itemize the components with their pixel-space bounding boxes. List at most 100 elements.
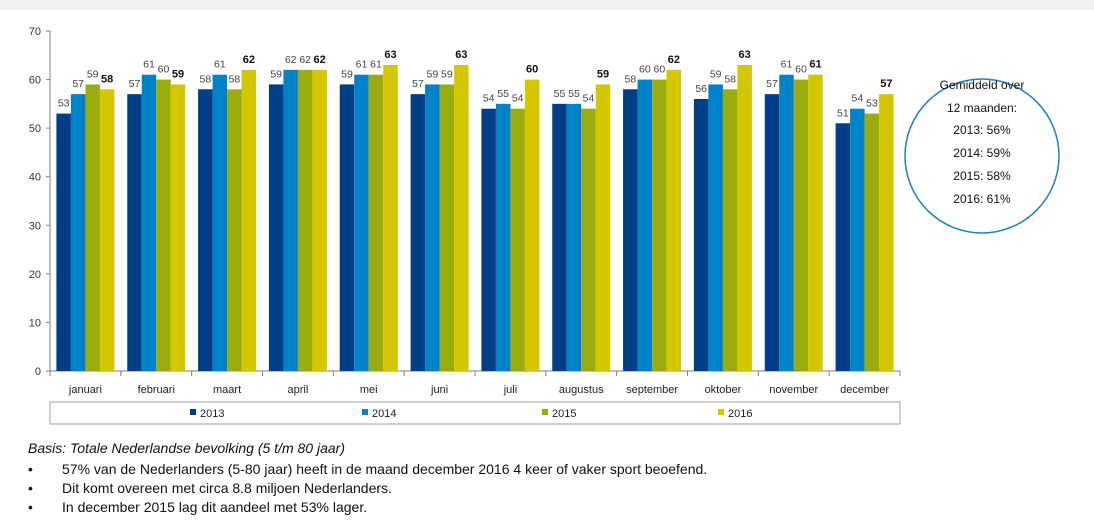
data-label: 55 [568,88,580,100]
data-label: 62 [285,54,297,66]
bar [835,123,851,372]
bar [708,84,723,371]
data-label: 59 [87,68,99,80]
y-tick-label: 0 [35,366,41,378]
bullet-dot: • [28,499,33,515]
bullet-dot: • [28,461,33,477]
data-label: 58 [101,73,113,85]
bar [141,74,157,371]
data-label: 51 [837,107,849,119]
bar [524,79,540,372]
y-tick-label: 60 [29,75,41,87]
bar [425,84,440,371]
bullet-item: • Dit komt overeen met circa 8.8 miljoen … [28,479,707,498]
callout-line: 2013: 56% [953,123,1011,137]
bar [312,69,327,371]
x-tick-label: juni [430,384,448,396]
bar [879,94,894,372]
y-tick-label: 30 [29,220,41,232]
y-tick-label: 70 [29,26,41,38]
x-tick-label: april [288,384,309,396]
data-label: 61 [356,59,368,71]
legend-swatch [362,409,368,415]
bar [764,94,780,372]
bar [793,79,809,372]
data-label: 57 [412,78,424,90]
bar [127,94,142,372]
x-tick-label: november [769,384,818,396]
bars [56,65,894,372]
legend-swatch [542,409,548,415]
data-label: 60 [653,64,665,76]
callout-line: 2015: 58% [953,169,1011,183]
y-tick-label: 10 [29,317,41,329]
bar [198,89,213,372]
bar [808,74,823,371]
top-strip [0,0,1094,10]
data-label: 58 [228,73,240,85]
data-label: 62 [243,54,255,66]
y-tick-label: 40 [29,172,41,184]
bar [623,89,638,372]
data-label: 56 [695,83,707,95]
x-axis-labels: januari februari maart april mei juni juli augu… [49,371,901,396]
data-label: 57 [766,78,778,90]
data-label: 63 [455,49,467,61]
callout-line: 12 maanden: [947,101,1017,115]
bullet-item: • 57% van de Nederlanders (5-80 jaar) hee… [28,460,707,479]
bar [693,99,709,371]
callout-circle [904,78,1060,234]
bar [566,103,582,371]
data-label: 61 [809,59,821,71]
y-tick-label: 20 [29,269,41,281]
bullet-dot: • [28,480,33,496]
callout-line: Gemiddeld over [940,78,1025,92]
data-label: 55 [497,88,509,100]
bar [737,65,752,371]
bar [652,79,667,372]
bar [552,103,567,371]
x-tick-label: september [626,384,678,396]
data-label: 53 [58,98,70,110]
legend-label: 2014 [372,408,396,420]
bar [666,69,682,371]
x-tick-label: mei [360,384,378,396]
bar [383,65,398,371]
data-label: 59 [270,68,282,80]
bar [864,113,880,372]
footer: Basis: Totale Nederlandse bevolking (5 t… [0,436,1094,524]
data-label: 53 [866,98,878,110]
bar [850,108,865,371]
data-label: 60 [795,64,807,76]
bar [227,89,242,372]
bar [70,94,86,372]
bar [354,74,369,371]
data-label: 54 [512,93,524,105]
legend-label: 2016 [728,408,752,420]
data-label: 59 [597,68,609,80]
bar [595,84,611,371]
data-label: 57 [129,78,141,90]
bar [581,108,596,371]
data-label: 58 [624,73,636,85]
callout-line: 2016: 61% [953,192,1011,206]
bar [637,79,653,372]
x-tick-label: juli [503,384,517,396]
bar [241,69,257,371]
data-label: 63 [739,49,751,61]
data-label: 61 [214,59,226,71]
legend-swatch [190,409,196,415]
bar [454,65,469,371]
bullet-list: • 57% van de Nederlanders (5-80 jaar) hee… [28,460,707,517]
data-label: 59 [172,68,184,80]
legend-box [49,401,901,425]
data-label: 55 [554,88,566,100]
bullet-item: • In december 2015 lag dit aandeel met 53… [28,498,707,517]
bar [368,74,384,371]
data-label: 60 [526,64,538,76]
x-tick-label: augustus [559,384,604,396]
bar [56,113,71,372]
bar [495,103,511,371]
